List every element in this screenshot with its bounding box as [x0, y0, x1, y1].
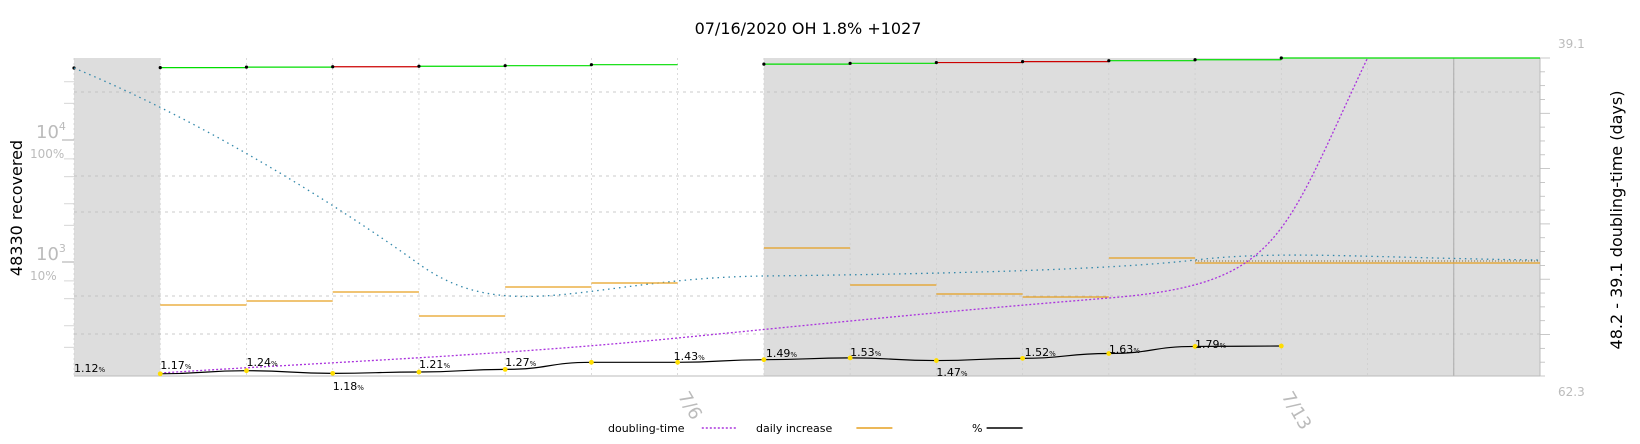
percent-label-12: 1.63%	[1109, 343, 1141, 356]
series-daily-increase	[160, 247, 1540, 317]
percent-point-11	[1020, 355, 1025, 361]
right-axis-top-label: 39.1	[1558, 37, 1585, 51]
y-axis-label-right: 48.2 - 39.1 doubling-time (days)	[1607, 91, 1626, 350]
x-tick-label-0: 7/6	[673, 388, 706, 424]
log-tick-label-1: 103	[36, 242, 66, 265]
right-axis-bottom-label: 62.3	[1558, 385, 1585, 399]
y-axis-label-left: 48330 recovered	[7, 140, 26, 276]
percent-point-4	[416, 369, 422, 375]
percent-point-13	[1192, 344, 1198, 349]
percent-label-3: 1.18%	[333, 380, 365, 393]
legend-label-0: doubling-time	[608, 422, 685, 435]
recovered-point-1	[158, 66, 162, 70]
recovered-point-11	[1107, 59, 1111, 63]
log-tick-pct-0: 100%	[30, 147, 64, 161]
recovered-point-8	[848, 61, 852, 65]
x-tick-label-1: 7/13	[1277, 388, 1315, 434]
recovered-point-4	[417, 64, 421, 68]
percent-point-2	[244, 368, 249, 374]
recovered-point-7	[762, 62, 766, 66]
percent-point-8	[761, 357, 767, 363]
legend-label-1: daily increase	[756, 422, 832, 435]
recovered-point-10	[1020, 60, 1025, 64]
percent-point-3	[330, 370, 336, 376]
recovered-point-13	[1279, 56, 1283, 60]
percent-point-6	[589, 359, 594, 365]
percent-label-1: 1.17%	[160, 359, 192, 372]
recovered-point-2	[244, 65, 249, 69]
percent-label-0: 1.12%	[74, 362, 106, 375]
series-doubling-time	[160, 57, 1369, 374]
series-recovered	[72, 56, 1540, 70]
percent-point-10	[933, 358, 939, 363]
percent-label-2: 1.24%	[246, 356, 278, 369]
percent-label-5: 1.27%	[505, 356, 537, 369]
series-percent	[157, 343, 1284, 377]
percent-label-11: 1.52%	[1025, 346, 1057, 359]
recovered-point-12	[1193, 58, 1197, 62]
percent-label-9: 1.53%	[850, 346, 882, 359]
weekend-band-1	[763, 58, 1540, 376]
percent-line	[160, 345, 1282, 375]
percent-point-1	[157, 371, 163, 377]
recovered-point-6	[589, 63, 594, 67]
percent-point-14	[1278, 343, 1284, 349]
recovered-point-9	[934, 60, 938, 65]
percent-point-5	[502, 366, 508, 372]
log-tick-pct-1: 10%	[30, 269, 57, 283]
percent-label-4: 1.21%	[419, 358, 451, 371]
data-labels: 1.12% 1.17% 1.24% 1.18% 1.21% 1.27% 1.43% 1.49%…	[74, 338, 1227, 393]
legend-label-2: %	[972, 422, 982, 435]
percent-label-10: 1.47%	[936, 366, 968, 379]
recovered-point-3	[331, 65, 335, 69]
weekend-shading	[74, 58, 1540, 376]
percent-label-8: 1.49%	[766, 347, 798, 360]
chart-title: 07/16/2020 OH 1.8% +1027	[695, 19, 922, 38]
percent-label-13: 1.79%	[1195, 338, 1227, 351]
percent-point-7	[675, 359, 681, 365]
percent-point-9	[847, 355, 853, 361]
doubling-time-curve	[160, 57, 1369, 374]
legend: doubling-time daily increase%	[608, 422, 1023, 435]
percent-label-7: 1.43%	[674, 350, 706, 363]
recovered-point-5	[503, 64, 507, 68]
grid-lines	[73, 58, 1541, 376]
weekend-band-0	[74, 58, 161, 376]
percent-point-12	[1106, 351, 1112, 356]
log-tick-label-0: 104	[36, 120, 66, 143]
